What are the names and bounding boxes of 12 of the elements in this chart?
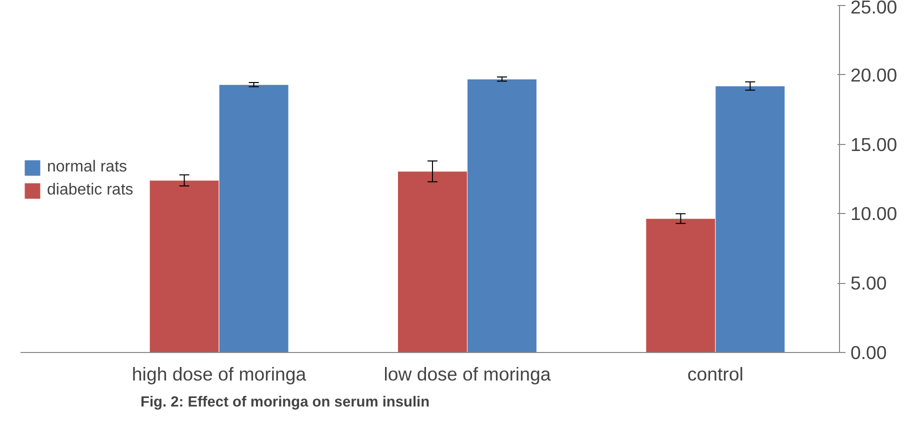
y-tick-label: 10.00 bbox=[850, 203, 898, 224]
y-tick-label: 20.00 bbox=[850, 64, 898, 86]
x-tick-label: high dose of moringa bbox=[132, 364, 307, 384]
text: Fig. 2: Effect of moringa on serum insulin bbox=[140, 394, 430, 410]
legend-label: normal rats bbox=[47, 158, 128, 176]
x-tick-label: low dose of moringa bbox=[384, 364, 552, 384]
y-tick-label: 5.00 bbox=[850, 272, 887, 294]
y-tick-label: 25.00 bbox=[850, 0, 898, 18]
x-tick-label: control bbox=[687, 364, 744, 384]
legend-label: diabetic rats bbox=[47, 181, 134, 199]
y-tick-label: 15.00 bbox=[850, 134, 898, 155]
y-tick-label: 0.00 bbox=[850, 342, 887, 363]
